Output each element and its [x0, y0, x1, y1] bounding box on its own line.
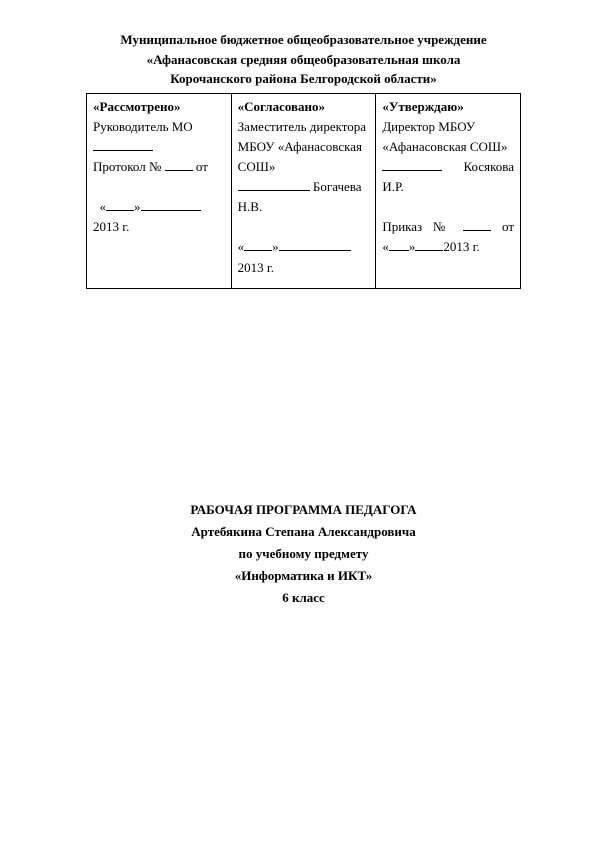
order-label: Приказ [382, 219, 422, 234]
date-month-line [415, 240, 443, 252]
order-num: № [433, 219, 453, 234]
approval-cell-agreed: «Согласовано» Заместитель директора МБОУ… [231, 93, 376, 288]
approval-cell-approved: «Утверждаю» Директор МБОУ «Афанасовская … [376, 93, 521, 288]
approved-year: 2013 г. [443, 239, 479, 254]
approved-signer: Косякова [464, 159, 515, 174]
reviewed-role: Руководитель МО [93, 119, 193, 134]
header-line-3: Корочанского района Белгородской области… [86, 69, 521, 89]
date-day-line [389, 240, 409, 252]
date-month-line [279, 240, 351, 252]
approved-heading: «Утверждаю» [382, 99, 463, 114]
agreed-role-1: Заместитель директора [238, 119, 366, 134]
order-ot: от [502, 219, 514, 234]
date-day-line [244, 240, 272, 252]
approved-role-1: Директор МБОУ [382, 119, 475, 134]
approval-table: «Рассмотрено» Руководитель МО Протокол №… [86, 93, 521, 289]
order-number-line [463, 220, 491, 232]
agreed-year: 2013 г. [238, 260, 274, 275]
title-line-2: Артебякина Степана Александровича [86, 521, 521, 543]
header-line-2: «Афанасовская средняя общеобразовательна… [86, 50, 521, 70]
date-month-line [141, 200, 201, 212]
agreed-signature-line [238, 179, 310, 191]
title-line-3: по учебному предмету [86, 543, 521, 565]
order-line: Приказ № от [382, 217, 514, 237]
approved-signature-line [382, 159, 442, 171]
program-title-block: РАБОЧАЯ ПРОГРАММА ПЕДАГОГА Артебякина Ст… [86, 499, 521, 609]
reviewed-year: 2013 г. [93, 219, 129, 234]
title-line-5: 6 класс [86, 587, 521, 609]
title-line-4: «Информатика и ИКТ» [86, 565, 521, 587]
approved-signer2: И.Р. [382, 179, 404, 194]
reviewed-heading: «Рассмотрено» [93, 99, 181, 114]
approved-signer-line: Косякова [382, 157, 514, 177]
ot-label: от [196, 159, 208, 174]
protocol-label: Протокол № [93, 159, 161, 174]
approval-cell-reviewed: «Рассмотрено» Руководитель МО Протокол №… [87, 93, 232, 288]
date-day-line [106, 200, 134, 212]
agreed-role-2: МБОУ «Афанасовская [238, 139, 362, 154]
protocol-number-line [165, 159, 193, 171]
agreed-heading: «Согласовано» [238, 99, 325, 114]
agreed-role-3: СОШ» [238, 159, 276, 174]
institution-header: Муниципальное бюджетное общеобразователь… [86, 30, 521, 89]
approved-role-2: «Афанасовская СОШ» [382, 139, 507, 154]
header-line-1: Муниципальное бюджетное общеобразователь… [86, 30, 521, 50]
signature-line [93, 139, 153, 151]
title-line-1: РАБОЧАЯ ПРОГРАММА ПЕДАГОГА [86, 499, 521, 521]
